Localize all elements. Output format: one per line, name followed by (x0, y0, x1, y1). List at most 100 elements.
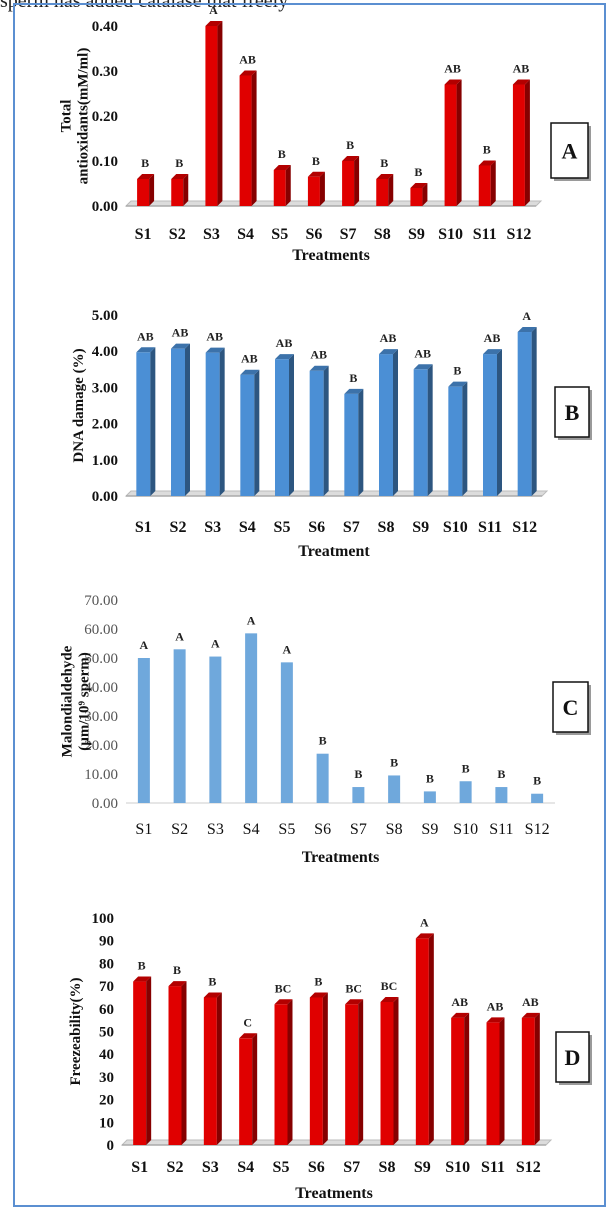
bar (451, 1017, 465, 1145)
significance-label: B (349, 371, 357, 385)
bar-top (413, 364, 433, 370)
bar-top (512, 79, 530, 85)
bar-side (216, 992, 222, 1145)
bar-top (307, 171, 325, 177)
significance-label: B (319, 734, 327, 748)
y-axis-label: DNA damage (%) (71, 348, 87, 462)
y-tick-label: 0.30 (92, 64, 118, 80)
bar-side (185, 343, 190, 496)
x-tick-label: S5 (278, 821, 295, 838)
bar (531, 793, 544, 803)
y-tick-label: 20 (99, 1093, 114, 1109)
bar-side (428, 933, 434, 1145)
significance-label: A (211, 637, 220, 651)
x-tick-label: S12 (516, 1159, 541, 1176)
y-tick-label: 0.20 (92, 109, 118, 125)
panel-letter: B (565, 400, 580, 425)
x-tick-label: S4 (237, 226, 254, 243)
y-tick-label: 0.00 (92, 489, 118, 505)
bar (459, 781, 472, 803)
bar-side (251, 70, 257, 206)
y-tick-label: 70 (99, 979, 114, 995)
significance-label: AB (241, 352, 258, 366)
panel-letter: D (565, 1045, 581, 1070)
y-tick-label: 60 (99, 1002, 114, 1018)
bar (512, 84, 525, 206)
bar-top (444, 79, 462, 85)
y-tick-label: 4.00 (92, 344, 118, 360)
panel-box (552, 681, 589, 733)
y-axis-label: Total (59, 100, 75, 133)
x-tick-label: S1 (135, 226, 152, 243)
bar-top (136, 347, 156, 353)
bar-top (478, 160, 496, 166)
bar-side (146, 976, 152, 1145)
y-tick-label: 10 (99, 1115, 114, 1131)
x-tick-label: S6 (305, 226, 322, 243)
y-tick-label: 0.00 (92, 796, 118, 812)
y-tick-label: 40.00 (84, 680, 118, 696)
bar-side (354, 156, 360, 206)
panel-box (550, 122, 589, 179)
significance-label: AB (451, 995, 468, 1009)
bar-top (137, 174, 155, 179)
bar (245, 633, 258, 803)
y-tick-label: 30 (99, 1070, 114, 1086)
bar (517, 332, 532, 496)
x-tick-label: S2 (169, 226, 186, 243)
significance-label: B (497, 767, 505, 781)
bar (239, 1038, 253, 1145)
bar-side (531, 327, 537, 496)
bar (376, 179, 389, 206)
x-tick-label: S1 (131, 1159, 148, 1176)
bar-top (521, 1012, 540, 1018)
bar-side (252, 1033, 258, 1145)
bar-side (499, 1017, 505, 1145)
bar-top (171, 174, 189, 179)
x-tick-label: S8 (374, 226, 391, 243)
bar-side (322, 992, 328, 1145)
y-tick-label: 60.00 (84, 622, 118, 638)
bar (345, 1004, 359, 1145)
x-tick-label: S8 (378, 519, 395, 536)
significance-label: B (354, 767, 362, 781)
x-tick-label: S2 (170, 519, 187, 536)
significance-label: A (175, 629, 184, 643)
bar (205, 26, 218, 206)
significance-label: AB (137, 329, 154, 343)
x-tick-label: S10 (445, 1159, 470, 1176)
x-tick-label: S6 (308, 519, 325, 536)
x-tick-label: S7 (343, 519, 360, 536)
y-tick-label: 100 (92, 911, 115, 927)
x-tick-label: S12 (506, 226, 531, 243)
bar-top (483, 349, 502, 355)
bar (136, 352, 151, 496)
y-tick-label: 90 (99, 934, 114, 950)
bar (173, 649, 186, 803)
panel-letter: A (562, 139, 578, 164)
significance-label: AB (487, 999, 504, 1013)
bar (415, 938, 429, 1145)
bar-side (427, 364, 433, 496)
x-tick-label: S12 (525, 821, 550, 838)
y-tick-label: 40 (99, 1047, 114, 1063)
significance-label: B (141, 156, 149, 170)
significance-label: BC (381, 979, 398, 993)
x-tick-label: S4 (243, 821, 260, 838)
significance-label: AB (276, 336, 293, 350)
significance-label: AB (484, 331, 501, 345)
x-tick-label: S2 (167, 1159, 184, 1176)
bar-top (415, 933, 434, 939)
bar-top (171, 343, 190, 349)
bar-top (309, 992, 328, 998)
x-tick-label: S7 (343, 1159, 360, 1176)
x-tick-label: S8 (386, 821, 403, 838)
x-tick-label: S10 (453, 821, 478, 838)
bar-side (497, 349, 502, 496)
y-tick-label: 0.10 (92, 154, 118, 170)
x-tick-label: S2 (171, 821, 188, 838)
x-tick-label: S3 (203, 226, 220, 243)
y-tick-label: 80 (99, 956, 114, 972)
x-tick-label: S11 (473, 226, 497, 243)
bar (316, 753, 329, 803)
